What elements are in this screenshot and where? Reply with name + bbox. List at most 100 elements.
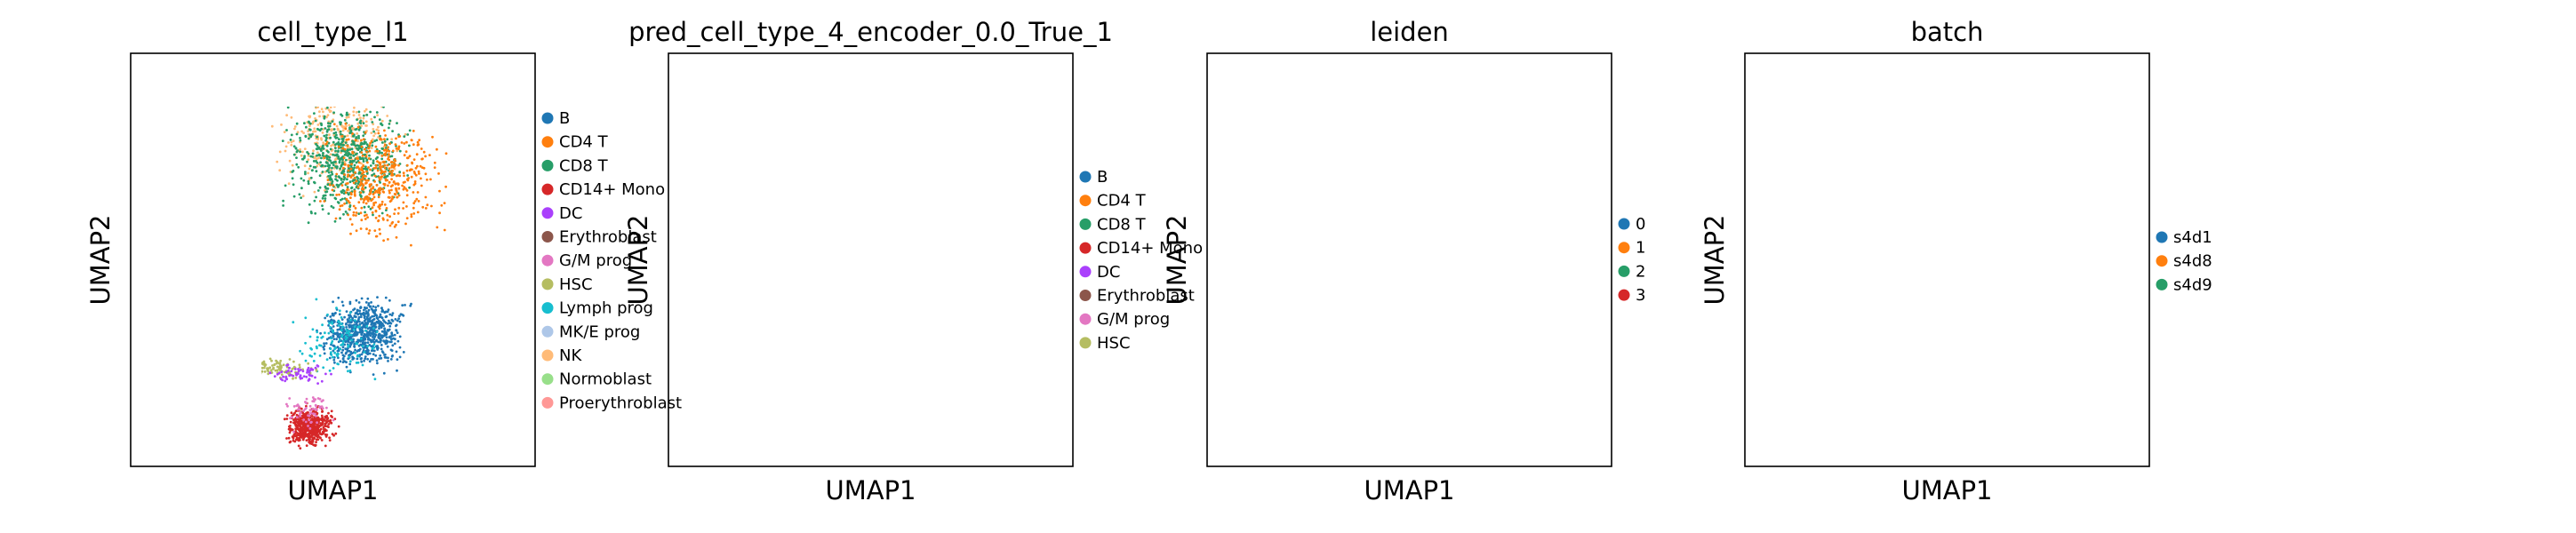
umap-point <box>882 171 884 174</box>
umap-point <box>376 346 379 349</box>
umap-point <box>340 352 343 354</box>
umap-point <box>920 152 923 155</box>
umap-point <box>932 133 934 136</box>
umap-point <box>325 407 328 410</box>
umap-point <box>852 208 855 211</box>
umap-point <box>295 404 298 407</box>
umap-point <box>374 175 377 178</box>
umap-point <box>180 183 182 186</box>
umap-point <box>908 153 910 155</box>
umap-point <box>897 145 900 147</box>
umap-point <box>911 162 914 164</box>
umap-point <box>316 427 318 430</box>
umap-point <box>900 179 903 181</box>
umap-point <box>418 200 420 203</box>
umap-point <box>261 370 264 373</box>
umap-point <box>918 348 921 351</box>
umap-point <box>164 259 167 262</box>
umap-point <box>836 190 839 193</box>
umap-point <box>906 170 908 172</box>
umap-point <box>844 173 846 176</box>
umap-point <box>893 213 896 216</box>
umap-point <box>364 218 367 220</box>
umap-point <box>892 155 895 157</box>
umap-point <box>936 171 939 173</box>
umap-point <box>927 171 930 173</box>
umap-point <box>861 140 864 143</box>
umap-point <box>879 203 882 205</box>
umap-point <box>935 161 938 163</box>
umap-point <box>327 179 330 181</box>
umap-point <box>354 193 356 195</box>
umap-point <box>177 283 180 286</box>
umap-point <box>935 170 938 172</box>
umap-point <box>287 370 290 372</box>
umap-point <box>357 148 360 151</box>
umap-point <box>329 370 332 372</box>
umap-point <box>184 298 187 300</box>
umap-point <box>886 118 889 121</box>
umap-point <box>352 155 355 157</box>
umap-point <box>164 187 166 189</box>
umap-point <box>890 133 892 136</box>
umap-point <box>337 201 340 203</box>
umap-point <box>868 130 871 132</box>
umap-point <box>356 177 359 179</box>
umap-point <box>177 210 180 212</box>
umap-point <box>356 334 358 337</box>
umap-point <box>893 164 896 167</box>
umap-point <box>414 200 417 203</box>
umap-point <box>883 181 885 184</box>
umap-point <box>170 259 172 261</box>
umap-point <box>332 313 334 315</box>
umap-point <box>292 361 295 363</box>
umap-point <box>372 306 375 308</box>
umap-point <box>345 331 348 334</box>
umap-point <box>914 347 916 350</box>
umap-point <box>921 162 924 164</box>
umap-point <box>876 181 879 184</box>
umap-point <box>163 239 165 242</box>
umap-point <box>411 216 413 219</box>
umap-point <box>338 84 340 87</box>
umap-point <box>390 178 393 180</box>
umap-point <box>377 150 380 153</box>
umap-point <box>959 196 962 199</box>
umap-point <box>165 240 168 243</box>
umap-point <box>314 91 316 94</box>
umap-point <box>162 188 164 191</box>
umap-point <box>349 360 352 362</box>
umap-point <box>173 260 176 263</box>
umap-point <box>925 320 928 322</box>
umap-point <box>341 184 344 187</box>
umap-point <box>940 186 943 188</box>
umap-point <box>863 130 866 132</box>
umap-point <box>927 146 930 148</box>
umap-point <box>875 128 877 131</box>
umap-point <box>370 118 372 121</box>
umap-point <box>353 140 356 143</box>
umap-point <box>179 283 181 286</box>
umap-point <box>883 163 885 165</box>
umap-point <box>364 343 366 346</box>
umap-point <box>166 245 169 248</box>
umap-point <box>894 148 897 151</box>
umap-point <box>402 207 404 210</box>
umap-point <box>897 150 900 153</box>
umap-point <box>864 164 867 167</box>
umap-point <box>853 171 856 173</box>
umap-point <box>292 375 294 378</box>
umap-point <box>373 336 376 338</box>
umap-point <box>380 310 383 313</box>
umap-point <box>417 211 420 214</box>
umap-point <box>883 323 885 326</box>
umap-point <box>314 430 316 433</box>
umap-point <box>412 191 415 194</box>
umap-point <box>328 322 331 324</box>
umap-point <box>901 142 904 145</box>
umap-point <box>169 208 172 211</box>
umap-point <box>888 154 891 156</box>
umap-point <box>884 339 887 342</box>
umap-point <box>914 359 916 362</box>
